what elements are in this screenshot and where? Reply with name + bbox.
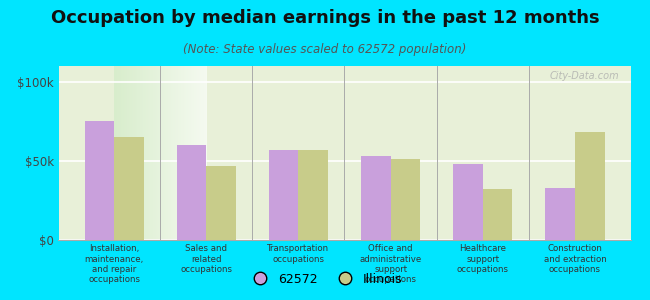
Bar [206, 166, 236, 240]
Bar [84, 122, 114, 240]
Bar [114, 137, 144, 240]
Legend: 62572, Illinois: 62572, Illinois [243, 268, 407, 291]
Bar [269, 150, 298, 240]
Bar [298, 150, 328, 240]
Bar [177, 145, 206, 240]
Bar [391, 159, 420, 240]
Bar [575, 132, 604, 240]
Bar [361, 156, 391, 240]
Bar [453, 164, 483, 240]
Text: Occupation by median earnings in the past 12 months: Occupation by median earnings in the pas… [51, 9, 599, 27]
Bar [545, 188, 575, 240]
Bar [483, 189, 512, 240]
Text: City-Data.com: City-Data.com [549, 71, 619, 81]
Text: (Note: State values scaled to 62572 population): (Note: State values scaled to 62572 popu… [183, 44, 467, 56]
